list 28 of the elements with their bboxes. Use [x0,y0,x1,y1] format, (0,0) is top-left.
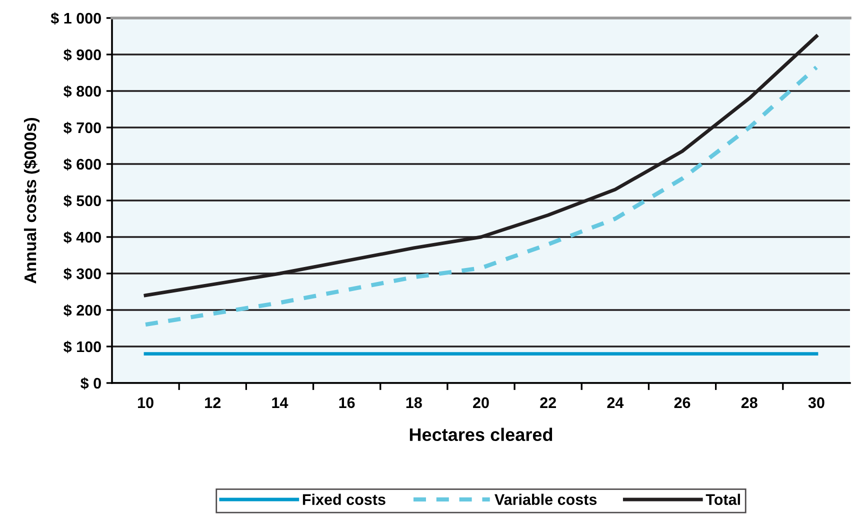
y-tick-label: $ 900 [64,48,101,62]
x-tick-label: 28 [741,397,758,408]
y-tick-label: $ 400 [64,231,101,244]
y-tick-label: $ 0 [80,377,101,390]
legend-label: Fixed costs [302,494,386,505]
x-tick-label: 20 [473,397,489,408]
x-tick-label: 18 [406,397,422,408]
x-axis-title: Hectares cleared [410,428,552,442]
y-tick-label: $ 1 000 [50,12,101,25]
legend-label: Variable costs [494,494,597,505]
x-tick-label: 24 [607,397,624,408]
x-tick-label: 10 [138,397,154,408]
y-tick-label: $ 800 [64,85,101,98]
y-tick-label: $ 100 [64,340,101,354]
y-axis-title: Annual costs ($000s) [24,118,40,284]
x-tick-label: 12 [205,397,221,408]
x-tick-label: 22 [540,397,556,408]
x-tick-label: 30 [808,397,824,408]
y-tick-label: $ 300 [64,268,101,280]
x-tick-label: 26 [674,397,690,408]
y-tick-label: $ 500 [64,194,101,208]
x-tick-label: 14 [272,397,288,408]
y-tick-label: $ 700 [64,122,101,134]
y-tick-label: $ 600 [64,158,101,171]
legend-label: Total [706,494,740,505]
x-tick-label: 16 [339,397,355,408]
line-series [143,65,819,327]
y-tick-label: $ 200 [64,304,101,317]
